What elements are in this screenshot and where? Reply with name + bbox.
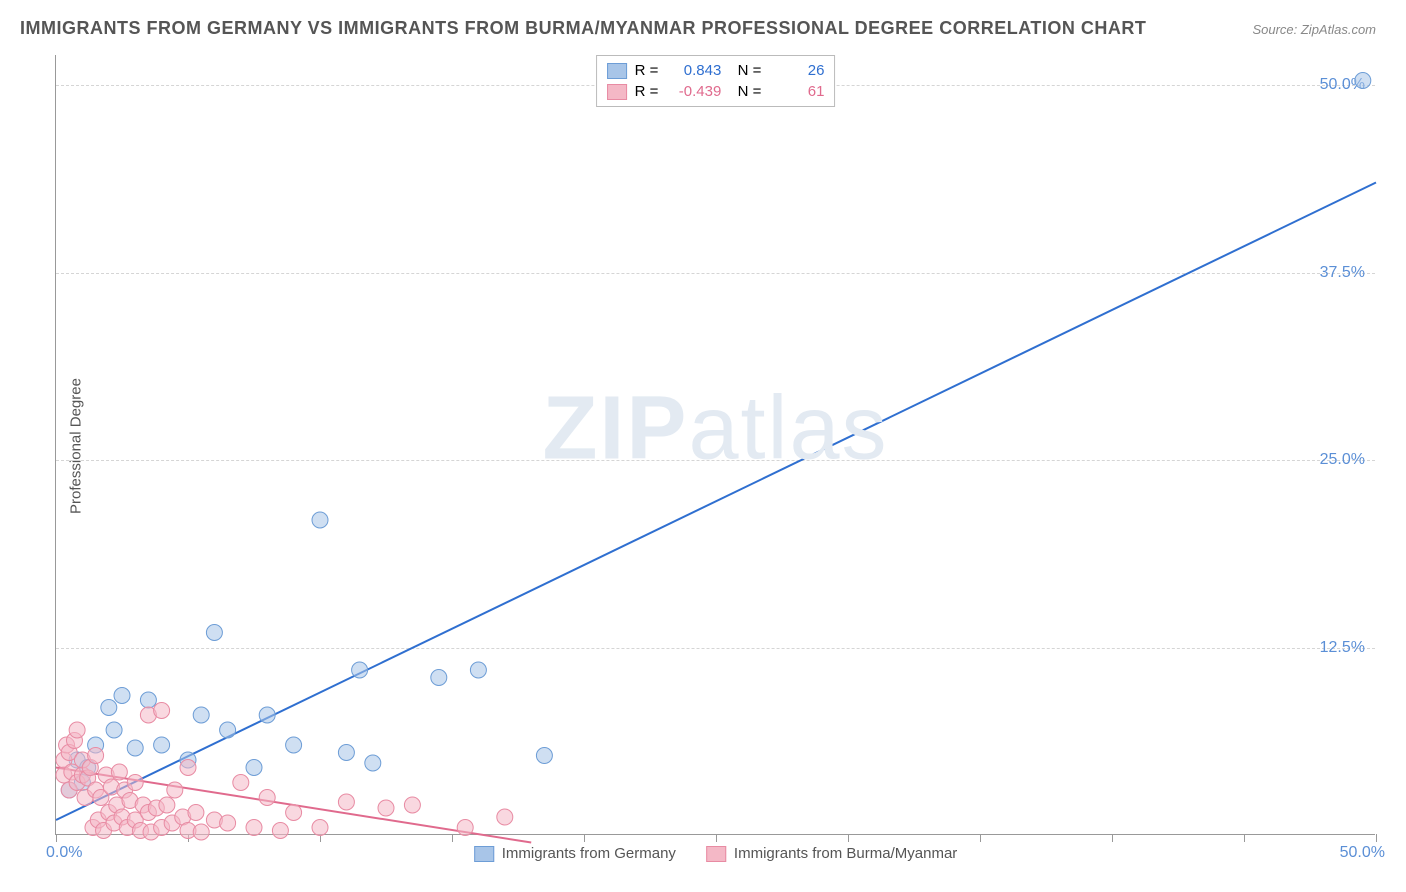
chart-title: IMMIGRANTS FROM GERMANY VS IMMIGRANTS FR…: [20, 18, 1146, 39]
plot-svg: [56, 55, 1375, 834]
n-label: N =: [729, 62, 761, 79]
r-value-0: 0.843: [666, 62, 721, 79]
n-label: N =: [729, 83, 761, 100]
legend-series: Immigrants from Germany Immigrants from …: [474, 845, 958, 862]
source-label: Source: ZipAtlas.com: [1252, 22, 1376, 37]
legend-item-0: Immigrants from Germany: [474, 845, 676, 862]
n-value-1: 61: [769, 83, 824, 100]
legend-label-1: Immigrants from Burma/Myanmar: [734, 845, 957, 862]
r-value-1: -0.439: [666, 83, 721, 100]
legend-swatch-icon: [706, 846, 726, 862]
x-max-label: 50.0%: [1340, 844, 1385, 862]
legend-item-1: Immigrants from Burma/Myanmar: [706, 845, 957, 862]
legend-stats-row-0: R = 0.843 N = 26: [607, 60, 825, 81]
plot-area: ZIPatlas 12.5%25.0%37.5%50.0% 0.0% 50.0%…: [55, 55, 1375, 835]
legend-swatch-0: [607, 63, 627, 79]
legend-stats-row-1: R = -0.439 N = 61: [607, 81, 825, 102]
legend-stats: R = 0.843 N = 26 R = -0.439 N = 61: [596, 55, 836, 107]
x-min-label: 0.0%: [46, 844, 82, 862]
r-label: R =: [635, 62, 659, 79]
legend-label-0: Immigrants from Germany: [502, 845, 676, 862]
r-label: R =: [635, 83, 659, 100]
n-value-0: 26: [769, 62, 824, 79]
legend-swatch-icon: [474, 846, 494, 862]
legend-swatch-1: [607, 84, 627, 100]
